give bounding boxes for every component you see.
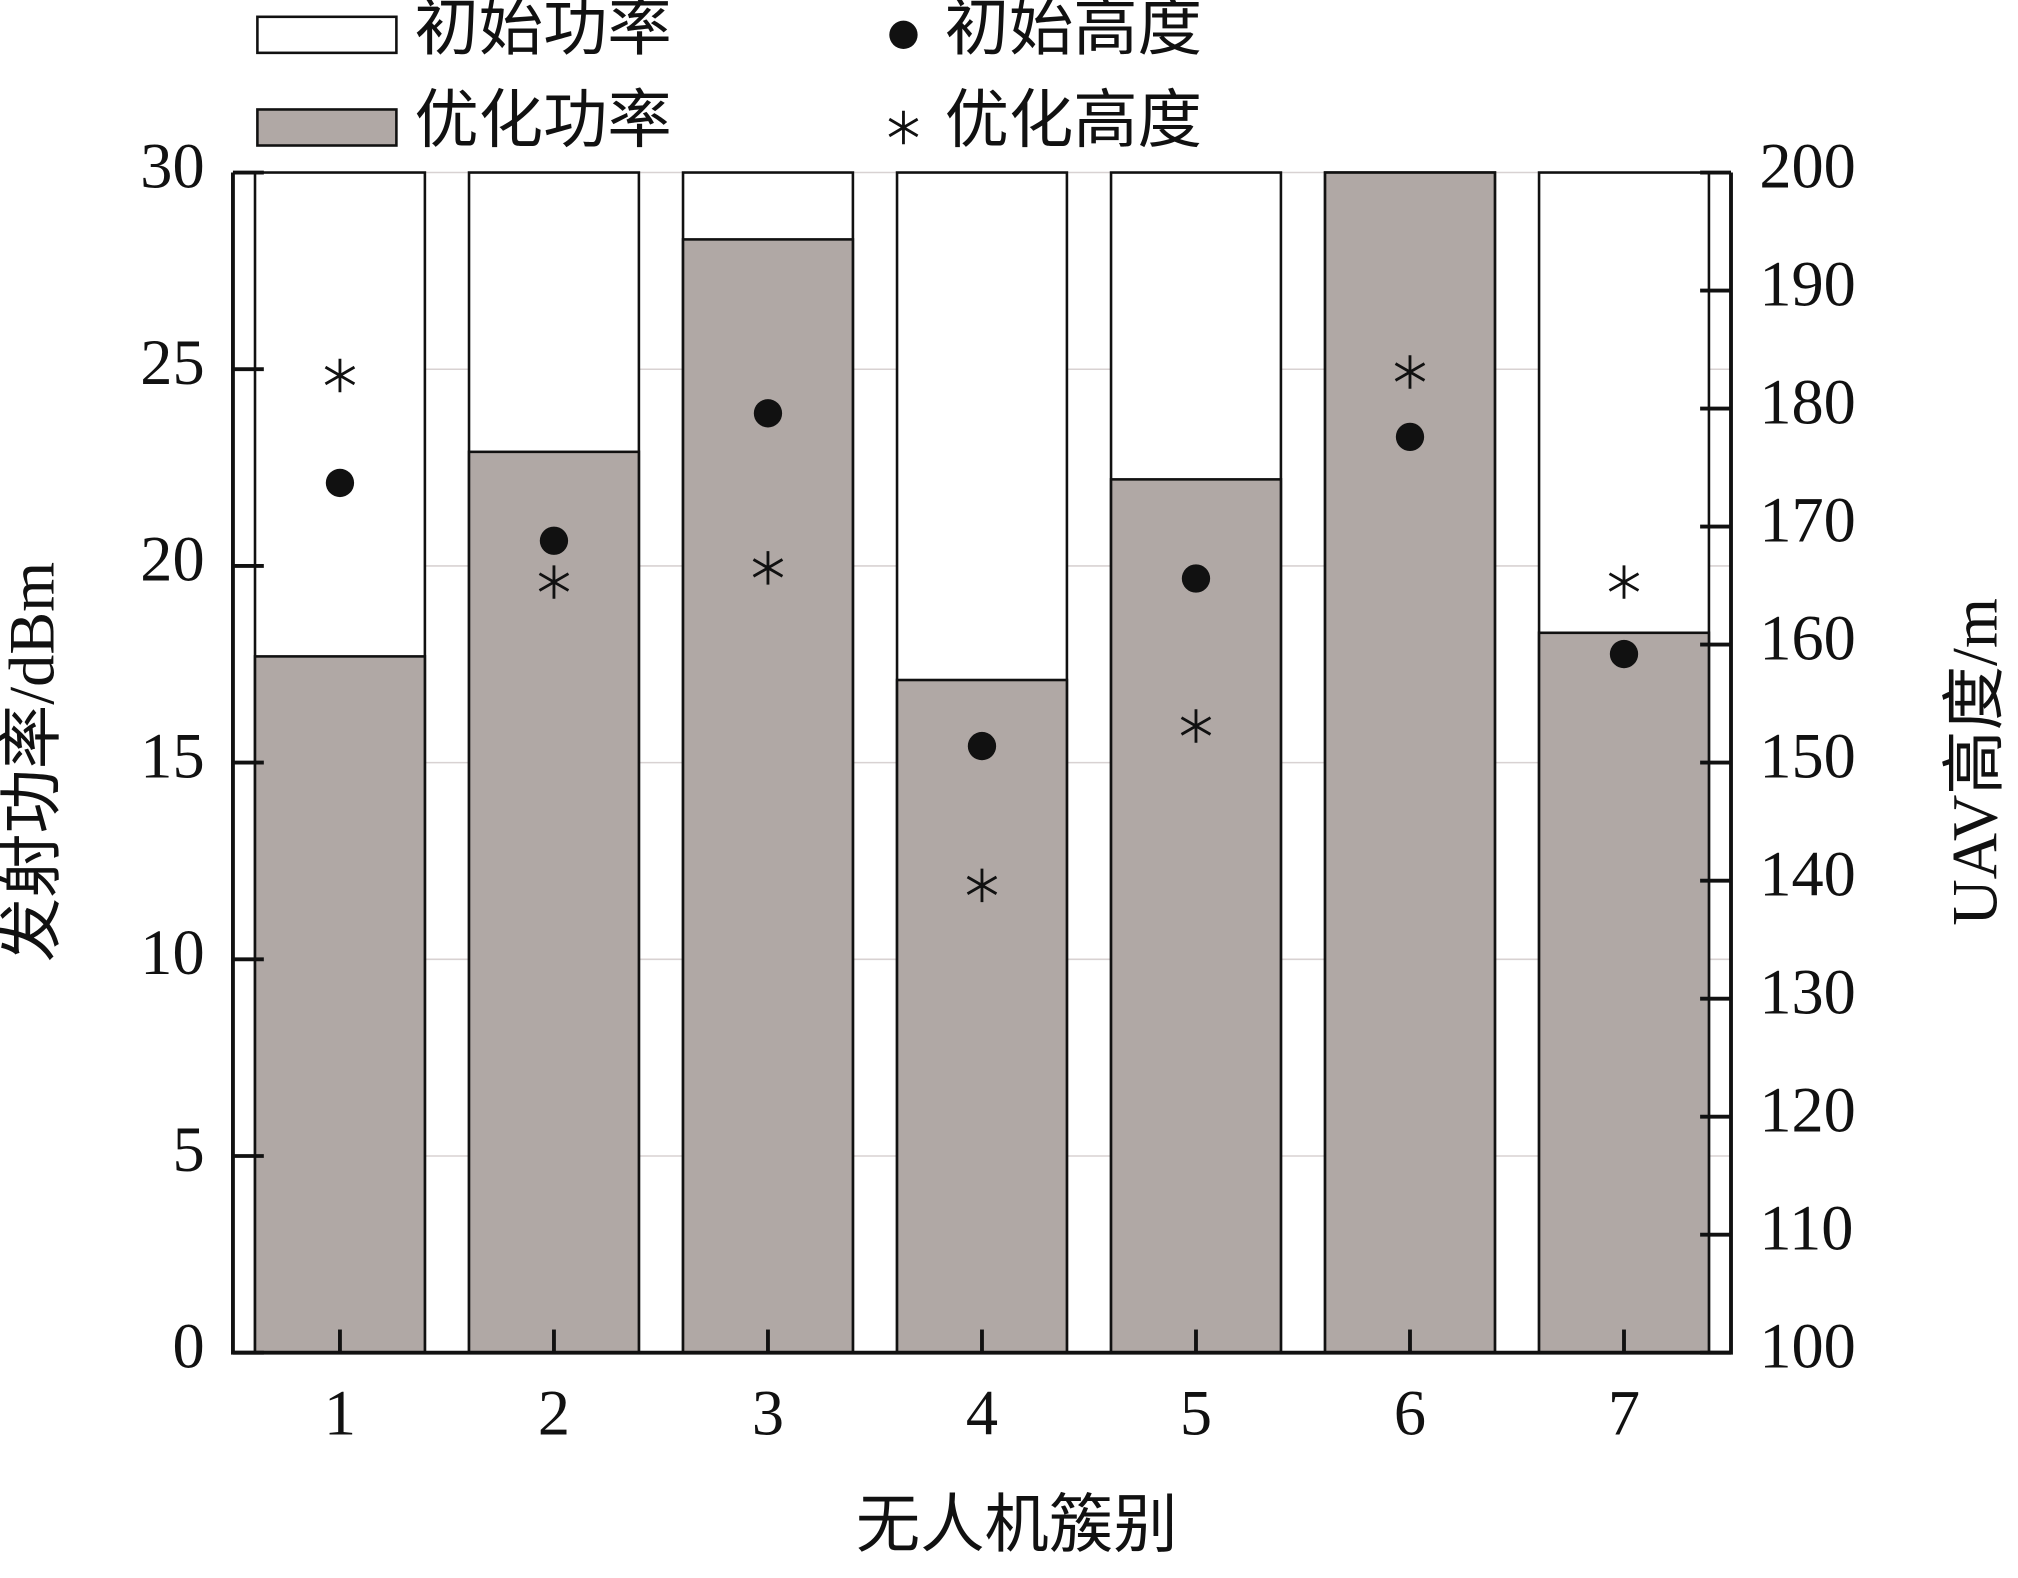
x-tick-label: 7 [1608,1377,1640,1448]
point [967,731,997,761]
x-tick-label: 3 [752,1377,784,1448]
x-tick-label: 1 [324,1377,356,1448]
y-tick-label: 25 [140,327,204,398]
point [1608,565,1640,599]
bar [895,678,1069,1354]
y2-tick-label: 180 [1759,366,1856,437]
legend-swatch [888,110,919,145]
y2-tick-label: 120 [1759,1074,1856,1145]
y2-tick-label: 200 [1759,130,1856,201]
y-tick-label: 0 [172,1310,204,1381]
point [1394,355,1426,389]
point [1395,422,1425,452]
point [1609,639,1639,669]
point [539,526,569,555]
x-tick-label: 6 [1394,1377,1426,1448]
bar [467,450,641,1354]
y-tick-label: 15 [140,720,204,791]
legend-label: 初始高度 [945,0,1202,64]
point [538,565,570,599]
point [753,399,783,428]
point [325,468,355,498]
y2-tick-label: 100 [1759,1310,1856,1381]
y2-tick-label: 150 [1759,720,1856,791]
y2-tick-label: 190 [1759,248,1856,319]
x-axis-label: 无人机簇别 [856,1489,1178,1560]
bar [1537,631,1711,1354]
legend-swatch [889,20,918,49]
point [752,551,784,585]
y-tick-label: 30 [140,130,204,201]
point [966,868,998,903]
y2-tick-label: 160 [1759,602,1856,673]
point [1180,709,1212,743]
x-tick-label: 2 [538,1377,570,1448]
y-axis-label: 发射功率/dBm [0,562,67,962]
legend-label: 初始功率 [414,0,671,64]
y2-tick-label: 170 [1759,484,1856,555]
point [324,358,356,393]
y-tick-label: 20 [140,524,204,595]
bar [253,655,427,1354]
y-tick-label: 10 [140,917,204,988]
point [1181,564,1211,593]
y-tick-label: 5 [172,1114,204,1185]
y2-tick-label: 130 [1759,956,1856,1027]
legend-label: 优化功率 [414,85,671,156]
x-tick-label: 4 [966,1377,998,1448]
y2-tick-label: 110 [1759,1192,1853,1263]
y2-axis-label: UAV高度/m [1940,598,2011,926]
bar [1109,478,1283,1354]
legend-label: 优化高度 [945,85,1202,156]
bar [1323,171,1497,1354]
y2-tick-label: 140 [1759,838,1856,909]
legend-swatch [256,108,398,147]
legend-swatch [256,15,398,55]
x-tick-label: 5 [1180,1377,1212,1448]
